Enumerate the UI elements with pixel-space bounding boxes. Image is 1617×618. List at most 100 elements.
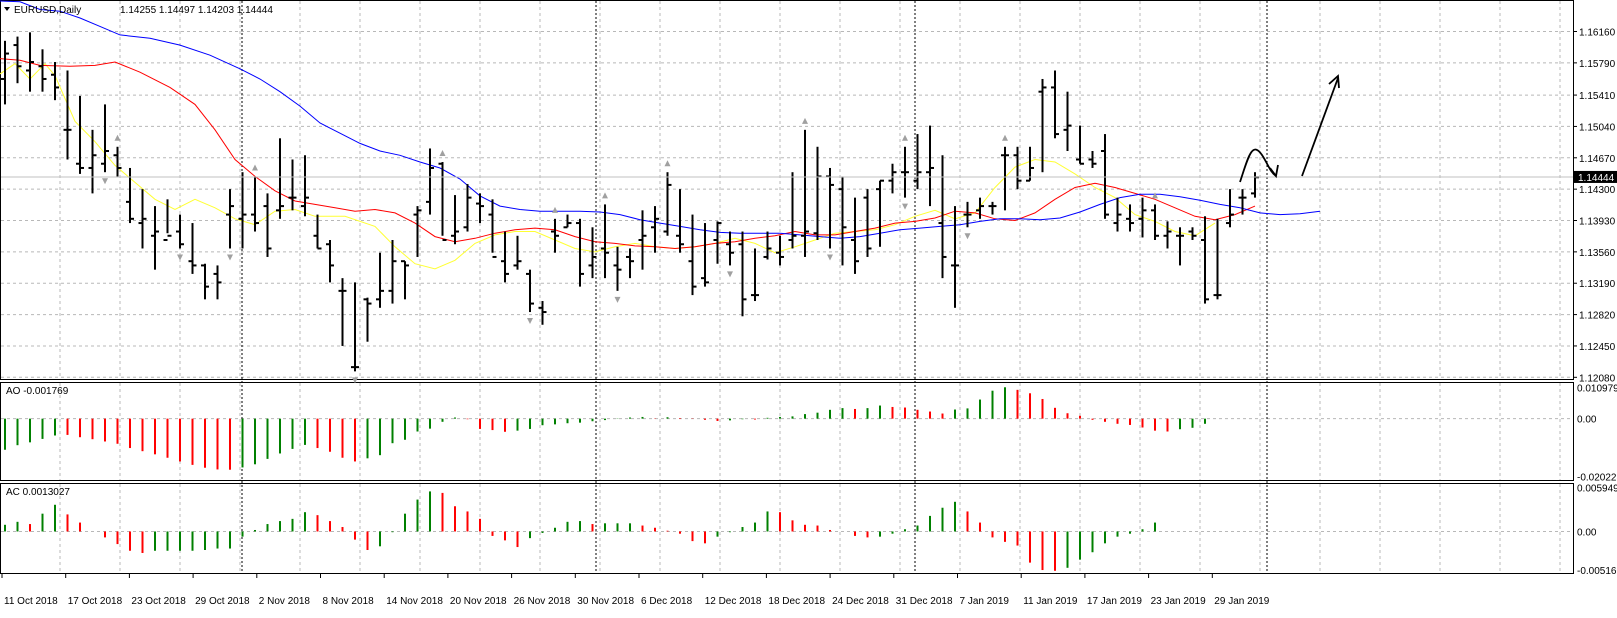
ohlc-bar bbox=[151, 206, 159, 270]
fractal-down-icon bbox=[964, 233, 971, 240]
ohlc-bar bbox=[1176, 227, 1184, 266]
ohlc-bar bbox=[1226, 189, 1234, 228]
ohlc-bar bbox=[701, 223, 709, 287]
price-scale[interactable]: 1.16160 1.15790 1.15410 1.15040 1.14670 1.143… bbox=[1573, 28, 1616, 385]
ma-red-line bbox=[0, 58, 1256, 250]
ohlc-bar bbox=[76, 95, 84, 174]
ohlc-bar bbox=[801, 129, 809, 257]
drawing-annotations[interactable] bbox=[1239, 74, 1340, 183]
ohlc-bar bbox=[851, 197, 859, 274]
fractal-down-icon bbox=[827, 254, 833, 261]
ohlc-bar bbox=[163, 199, 172, 242]
main-panel-frame bbox=[0, 0, 1574, 380]
fractal-down-icon bbox=[352, 377, 358, 384]
ohlc-bar bbox=[1238, 189, 1247, 215]
time-tick-label: 12 Dec 2018 bbox=[705, 596, 762, 607]
time-tick-label: 23 Oct 2018 bbox=[131, 596, 186, 607]
ao-scale-label: 0.010979 bbox=[1577, 383, 1617, 394]
ohlc-bar bbox=[1063, 91, 1072, 152]
time-tick-label: 29 Jan 2019 bbox=[1214, 596, 1269, 607]
ohlc-bar bbox=[888, 163, 897, 194]
ohlc-bar bbox=[738, 231, 747, 317]
ac-scale[interactable]: 0.0059492 0.00 -0.005162 bbox=[1577, 483, 1617, 576]
ohlc-bar bbox=[213, 265, 222, 300]
price-tick-label: 1.13560 bbox=[1579, 248, 1616, 259]
ohlc-bar bbox=[326, 240, 334, 283]
fractal-down-icon bbox=[727, 271, 733, 278]
ohlc-bar bbox=[951, 206, 959, 308]
ohlc-bar bbox=[1188, 227, 1197, 241]
ohlc-bar bbox=[788, 172, 797, 249]
ohlc-bar bbox=[1026, 146, 1034, 182]
fractal-up-icon bbox=[902, 134, 908, 141]
ohlc-bar bbox=[876, 179, 884, 247]
fractal-down-icon bbox=[527, 318, 533, 325]
ohlc-bar bbox=[451, 195, 459, 245]
ohlc-bar bbox=[1138, 197, 1147, 238]
ohlc-bar bbox=[413, 206, 422, 257]
time-scale[interactable]: 11 Oct 2018 17 Oct 2018 23 Oct 2018 29 Oct … bbox=[1, 574, 1270, 607]
fractal-up-icon bbox=[552, 206, 558, 213]
ohlc-bar bbox=[976, 197, 984, 219]
ao-panel-frame bbox=[0, 382, 1574, 481]
price-tick-label: 1.15410 bbox=[1579, 91, 1616, 102]
chart-menu-triangle-icon[interactable] bbox=[4, 7, 10, 11]
ohlc-bar bbox=[588, 227, 597, 279]
fractal-up-icon bbox=[802, 117, 808, 124]
ao-scale[interactable]: 0.010979 0.00 -0.020228 bbox=[1577, 383, 1617, 483]
ohlc-bar bbox=[938, 155, 947, 279]
fractal-down-icon bbox=[902, 203, 908, 210]
ac-scale-label: -0.005162 bbox=[1577, 566, 1617, 577]
ohlc-bar bbox=[176, 214, 184, 249]
time-tick-label: 11 Jan 2019 bbox=[1023, 596, 1078, 607]
ohlc-bar bbox=[251, 176, 259, 232]
ac-scale-label: 0.00 bbox=[1577, 527, 1597, 538]
ohlc-bar bbox=[638, 210, 647, 270]
ohlc-bar bbox=[113, 146, 122, 177]
ao-title: AO -0.001769 bbox=[6, 386, 69, 397]
ac-scale-label: 0.0059492 bbox=[1577, 483, 1617, 494]
price-tick-label: 1.13930 bbox=[1579, 217, 1616, 228]
ohlc-bar bbox=[138, 189, 147, 249]
ohlc-bar bbox=[51, 62, 59, 101]
current-price-tag bbox=[1574, 170, 1617, 183]
up-arrow-head bbox=[1328, 74, 1340, 89]
fractal-up-icon bbox=[1152, 192, 1158, 199]
time-tick-label: 8 Nov 2018 bbox=[323, 596, 375, 607]
price-tick-label: 1.13190 bbox=[1579, 279, 1616, 290]
fractal-up-icon bbox=[439, 150, 446, 157]
ohlc-bar bbox=[863, 189, 872, 257]
ohlc-bar bbox=[201, 263, 209, 300]
ohlc-bar bbox=[1088, 151, 1097, 168]
ohlc-bar bbox=[1126, 204, 1134, 232]
fractal-down-icon bbox=[102, 178, 108, 185]
ohlc-bar bbox=[1076, 125, 1084, 165]
fractal-down-icon bbox=[227, 254, 233, 261]
up-arrow-line[interactable] bbox=[1301, 77, 1339, 177]
ohlc-bar bbox=[463, 184, 472, 232]
ohlc-bar bbox=[301, 155, 309, 217]
period-separators bbox=[241, 1, 1268, 573]
ohlc-bar bbox=[1163, 221, 1172, 249]
time-tick-label: 7 Jan 2019 bbox=[960, 596, 1010, 607]
price-tick-label: 1.12820 bbox=[1579, 311, 1616, 322]
ohlc-bar bbox=[388, 240, 397, 304]
ohlc-bar bbox=[601, 204, 609, 279]
ohlc-bar bbox=[1213, 218, 1222, 300]
time-tick-label: 29 Oct 2018 bbox=[195, 596, 250, 607]
ohlc-bar bbox=[826, 167, 834, 249]
curved-arrow-head bbox=[1269, 164, 1279, 179]
ohlc-bar bbox=[688, 214, 697, 296]
ohlc-bar bbox=[676, 189, 684, 253]
ohlc-bar bbox=[488, 199, 497, 258]
time-tick-label: 20 Nov 2018 bbox=[450, 596, 507, 607]
time-tick-label: 14 Nov 2018 bbox=[386, 596, 443, 607]
ohlc-bar bbox=[313, 214, 322, 250]
time-tick-label: 23 Jan 2019 bbox=[1151, 596, 1206, 607]
fractal-down-icon bbox=[614, 296, 621, 303]
time-tick-label: 17 Jan 2019 bbox=[1087, 596, 1142, 607]
price-tick-label: 1.14670 bbox=[1579, 154, 1616, 165]
ohlc-bar bbox=[1013, 146, 1022, 190]
